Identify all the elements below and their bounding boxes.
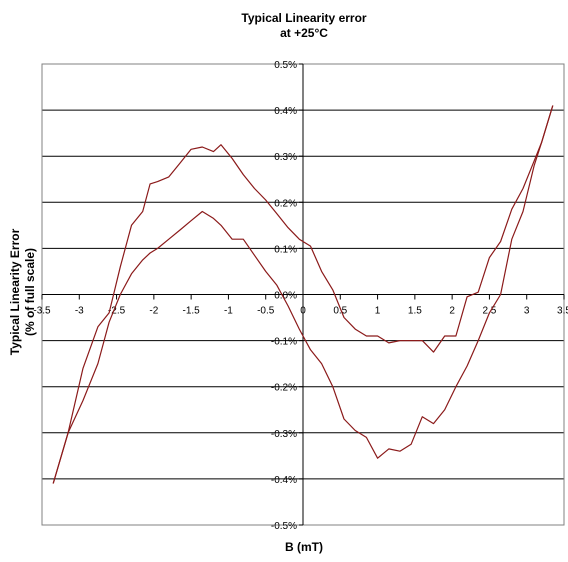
x-tick-label: -3 (75, 306, 84, 317)
tick-labels: -3.5 -3 -2.5 -2 -1.5 -1 -0.5 0 0.5 1 1.5 2 2.5 3 3.5 0.… (33, 60, 568, 532)
y-tick-label: 0.2% (274, 198, 297, 209)
x-tick-label: 0 (300, 306, 306, 317)
series-line-1 (52, 105, 554, 484)
x-tick-label: 2.5 (482, 306, 496, 317)
x-tick-label: 1.5 (408, 306, 422, 317)
y-tick-label: -0.2% (271, 383, 297, 394)
y-tick-label: 0.3% (274, 152, 297, 163)
series-line-2 (52, 105, 554, 484)
x-tick-label: -0.5 (257, 306, 275, 317)
y-tick-label: 0.0% (274, 291, 297, 302)
x-tick-label: -1.5 (183, 306, 201, 317)
x-axis-label: B (mT) (285, 540, 323, 554)
y-axis-label-line-2: (% of full scale) (23, 248, 37, 336)
x-tick-label: 3 (524, 306, 530, 317)
x-tick-label: -3.5 (33, 306, 51, 317)
x-tick-label: 2 (449, 306, 455, 317)
x-tick-label: 0.5 (333, 306, 347, 317)
axes (41, 63, 565, 526)
x-tick-label: 3.5 (557, 306, 568, 317)
chart-title-line-1: Typical Linearity error (241, 11, 366, 25)
y-tick-label: 0.1% (274, 244, 297, 255)
chart-title-line-2: at +25°C (280, 26, 328, 40)
y-tick-label: -0.1% (271, 337, 297, 348)
y-tick-label: -0.3% (271, 429, 297, 440)
y-tick-label: 0.4% (274, 106, 297, 117)
data-series (52, 105, 554, 484)
x-tick-label: 1 (375, 306, 381, 317)
x-tick-label: -2.5 (108, 306, 126, 317)
y-tick-label: -0.5% (271, 521, 297, 532)
y-axis-label-line-1: Typical Linearity Error (8, 228, 22, 355)
y-tick-label: -0.4% (271, 475, 297, 486)
x-tick-label: -2 (149, 306, 158, 317)
x-tick-label: -1 (224, 306, 233, 317)
y-tick-label: 0.5% (274, 60, 297, 71)
